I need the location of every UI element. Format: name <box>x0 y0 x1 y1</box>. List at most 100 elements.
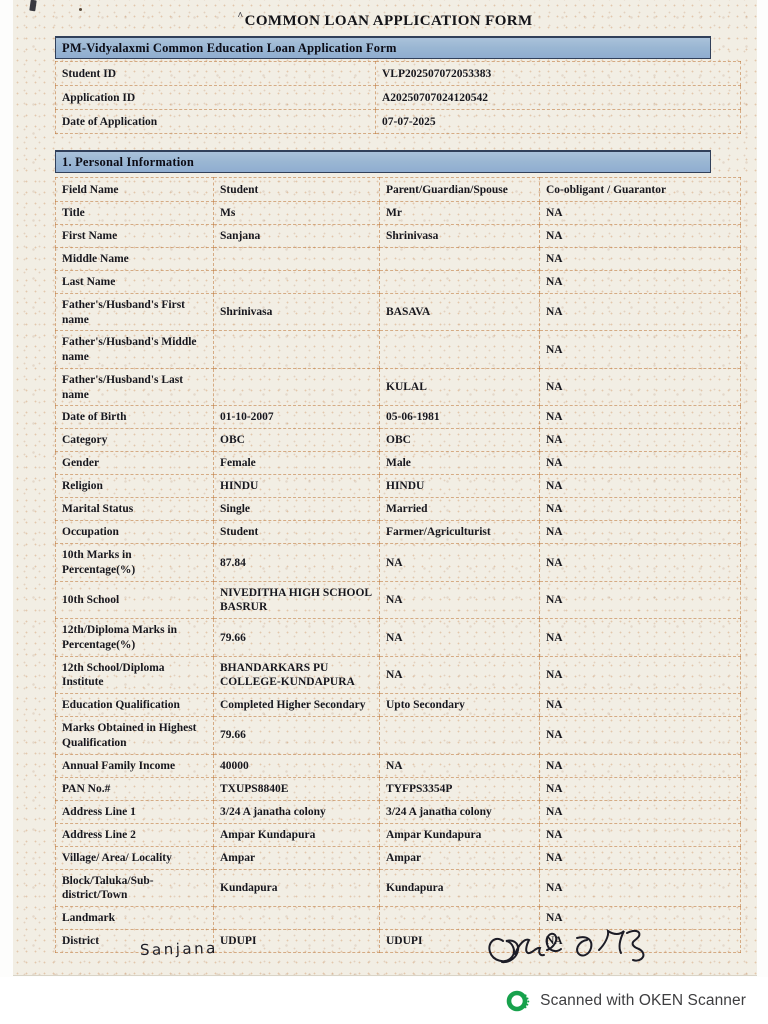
coobligant-cell: NA <box>539 405 741 430</box>
field-name-cell: Landmark <box>55 905 214 930</box>
field-name-cell: 12th School/Diploma Institute <box>55 655 214 695</box>
form-header-bar: PM-Vidyalaxmi Common Education Loan Appl… <box>55 36 711 59</box>
field-name-cell: Father's/Husband's First name <box>55 292 214 332</box>
coobligant-cell: NA <box>539 224 741 248</box>
field-name-cell: Gender <box>55 451 214 476</box>
table-row: 12th/Diploma Marks in Percentage(%) 79.66… <box>55 618 741 657</box>
field-name-cell: Date of Birth <box>55 405 214 430</box>
table-row: Religion HINDU HINDU NA <box>55 474 741 499</box>
field-name-cell: 12th/Diploma Marks in Percentage(%) <box>55 618 214 657</box>
student-cell: Shrinivasa <box>213 292 380 332</box>
table-header-row: Field Name Student Parent/Guardian/Spous… <box>55 177 741 202</box>
coobligant-cell: NA <box>539 520 741 545</box>
table-row: Gender Female Male NA <box>55 451 741 476</box>
application-meta-table: Student ID VLP202507072053383 Application … <box>55 61 741 134</box>
coobligant-cell: NA <box>539 868 741 907</box>
parent-signature-handwriting <box>488 928 645 964</box>
coobligant-cell: NA <box>539 367 741 407</box>
student-cell: Student <box>213 520 380 545</box>
student-cell: UDUPI <box>213 928 380 953</box>
table-row: Father's/Husband's Last name KULAL NA <box>55 367 741 407</box>
field-name-cell: Father's/Husband's Middle name <box>55 330 214 369</box>
parent-cell: Male <box>379 451 540 476</box>
field-name-cell: 10th Marks in Percentage(%) <box>55 543 214 582</box>
field-name-cell: Education Qualification <box>55 693 214 718</box>
page-title: ^COMMON LOAN APPLICATION FORM <box>13 11 757 30</box>
table-row: Category OBC OBC NA <box>55 428 741 453</box>
field-name-cell: First Name <box>55 224 214 248</box>
field-name-cell: Block/Taluka/Sub-district/Town <box>55 868 214 907</box>
coobligant-cell: NA <box>539 474 741 499</box>
field-name-cell: District <box>55 928 214 953</box>
student-cell: 87.84 <box>213 543 380 582</box>
table-row: Marital Status Single Married NA <box>55 497 741 522</box>
meta-row: Application ID A20250707024120542 <box>55 85 741 110</box>
table-row: Address Line 2 Ampar Kundapura Ampar Kunda… <box>55 822 741 847</box>
parent-cell: Mr <box>379 201 540 225</box>
meta-value: A20250707024120542 <box>375 85 741 110</box>
student-cell: Kundapura <box>213 868 380 907</box>
parent-cell: Married <box>379 497 540 522</box>
student-cell: 01-10-2007 <box>213 405 380 430</box>
scanned-paper: ^COMMON LOAN APPLICATION FORM PM-Vidyala… <box>13 0 757 976</box>
student-cell <box>213 905 380 930</box>
parent-cell: Farmer/Agriculturist <box>379 520 540 545</box>
field-name-cell: Title <box>55 201 214 225</box>
table-row: Block/Taluka/Sub-district/Town Kundapura K… <box>55 868 741 907</box>
student-cell: Completed Higher Secondary <box>213 693 380 718</box>
coobligant-cell: NA <box>539 270 741 294</box>
parent-cell: NA <box>379 655 540 695</box>
student-cell: Female <box>213 451 380 476</box>
coobligant-cell: NA <box>539 247 741 271</box>
student-cell: Ampar Kundapura <box>213 822 380 847</box>
parent-cell: NA <box>379 618 540 657</box>
table-row: Landmark NA <box>55 905 741 930</box>
coobligant-cell: NA <box>539 451 741 476</box>
student-cell <box>213 367 380 407</box>
student-cell: 79.66 <box>213 716 380 755</box>
student-cell: HINDU <box>213 474 380 499</box>
field-name-cell: Middle Name <box>55 247 214 271</box>
coobligant-cell: NA <box>539 845 741 870</box>
field-name-cell: Address Line 1 <box>55 799 214 824</box>
oken-scanner-footer: Scanned with OKEN Scanner <box>0 977 768 1024</box>
coobligant-cell: NA <box>539 655 741 695</box>
meta-row: Date of Application 07-07-2025 <box>55 109 741 134</box>
meta-row: Student ID VLP202507072053383 <box>55 61 741 86</box>
parent-cell <box>379 270 540 294</box>
page-title-text: COMMON LOAN APPLICATION FORM <box>244 13 533 29</box>
meta-label: Student ID <box>55 61 376 86</box>
field-name-cell: PAN No.# <box>55 776 214 801</box>
coobligant-cell: NA <box>539 543 741 582</box>
personal-info-table: Field Name Student Parent/Guardian/Spous… <box>55 177 741 953</box>
field-name-cell: Marital Status <box>55 497 214 522</box>
field-name-cell: Father's/Husband's Last name <box>55 367 214 407</box>
meta-label: Application ID <box>55 85 376 110</box>
parent-cell: KULAL <box>379 367 540 407</box>
parent-cell: Shrinivasa <box>379 224 540 248</box>
table-row: 10th School NIVEDITHA HIGH SCHOOL BASRUR N… <box>55 580 741 620</box>
table-row: 10th Marks in Percentage(%) 87.84 NA NA <box>55 543 741 582</box>
coobligant-cell: NA <box>539 330 741 369</box>
field-name-cell: Category <box>55 428 214 453</box>
meta-value: 07-07-2025 <box>375 109 741 134</box>
parent-cell: 3/24 A janatha colony <box>379 799 540 824</box>
student-cell: Single <box>213 497 380 522</box>
parent-cell <box>379 330 540 369</box>
coobligant-cell: NA <box>539 716 741 755</box>
field-name-cell: Marks Obtained in Highest Qualification <box>55 716 214 755</box>
student-cell: Sanjana <box>213 224 380 248</box>
coobligant-cell: NA <box>539 822 741 847</box>
student-cell: 79.66 <box>213 618 380 657</box>
student-cell <box>213 247 380 271</box>
meta-label: Date of Application <box>55 109 376 134</box>
parent-cell: Kundapura <box>379 868 540 907</box>
field-name-cell: Occupation <box>55 520 214 545</box>
parent-cell: BASAVA <box>379 292 540 332</box>
student-cell: BHANDARKARS PU COLLEGE-KUNDAPURA <box>213 655 380 695</box>
coobligant-cell: NA <box>539 618 741 657</box>
table-row: Village/ Area/ Locality Ampar Ampar NA <box>55 845 741 870</box>
parent-cell: Upto Secondary <box>379 693 540 718</box>
parent-cell <box>379 716 540 755</box>
